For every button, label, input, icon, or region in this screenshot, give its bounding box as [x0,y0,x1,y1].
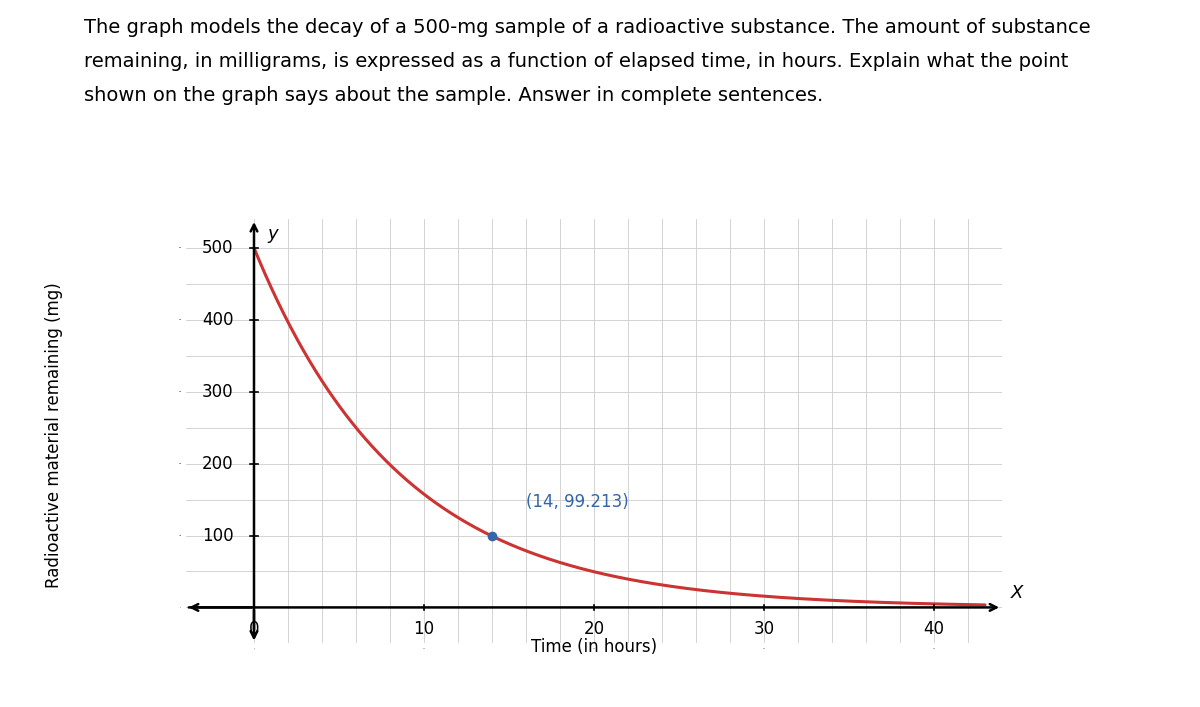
Text: shown on the graph says about the sample. Answer in complete sentences.: shown on the graph says about the sample… [84,86,823,105]
Text: 40: 40 [924,620,944,638]
Text: 100: 100 [202,527,234,544]
Text: remaining, in milligrams, is expressed as a function of elapsed time, in hours. : remaining, in milligrams, is expressed a… [84,52,1068,71]
Text: 200: 200 [202,455,234,472]
Text: X: X [1010,584,1022,602]
Text: 0: 0 [248,620,259,638]
Text: (14, 99.213): (14, 99.213) [526,493,629,511]
Text: 400: 400 [202,311,234,329]
Text: 10: 10 [414,620,434,638]
Text: 500: 500 [202,239,234,257]
Text: 300: 300 [202,382,234,401]
Text: The graph models the decay of a 500-mg sample of a radioactive substance. The am: The graph models the decay of a 500-mg s… [84,18,1091,37]
Text: 30: 30 [754,620,774,638]
Text: 20: 20 [583,620,605,638]
Text: Radioactive material remaining (mg): Radioactive material remaining (mg) [46,282,64,588]
Text: Time (in hours): Time (in hours) [530,638,658,655]
Text: y: y [268,225,278,243]
